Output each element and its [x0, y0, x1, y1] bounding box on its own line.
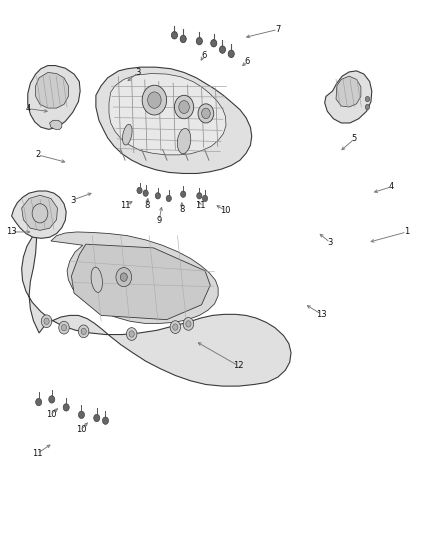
Circle shape	[137, 187, 142, 193]
Ellipse shape	[91, 267, 102, 293]
Text: 6: 6	[245, 57, 250, 66]
Circle shape	[211, 39, 217, 47]
Polygon shape	[35, 72, 68, 108]
Circle shape	[365, 96, 370, 102]
Polygon shape	[21, 230, 291, 386]
Circle shape	[228, 50, 234, 58]
Polygon shape	[96, 67, 252, 173]
Polygon shape	[325, 71, 372, 123]
Text: 1: 1	[404, 228, 410, 237]
Polygon shape	[12, 191, 66, 238]
Circle shape	[32, 204, 48, 223]
Text: 13: 13	[6, 228, 17, 237]
Circle shape	[127, 328, 137, 341]
Circle shape	[179, 101, 189, 114]
Circle shape	[170, 321, 180, 334]
Circle shape	[155, 192, 160, 199]
Text: 10: 10	[220, 206, 231, 215]
Text: 13: 13	[316, 310, 327, 319]
Text: 8: 8	[179, 205, 184, 214]
Circle shape	[180, 191, 186, 197]
Circle shape	[63, 403, 69, 411]
Circle shape	[173, 324, 178, 330]
Circle shape	[142, 85, 166, 115]
Circle shape	[183, 318, 194, 330]
Text: 11: 11	[195, 201, 205, 211]
Circle shape	[197, 192, 202, 199]
Circle shape	[365, 104, 370, 110]
Text: 10: 10	[76, 425, 87, 434]
Text: 8: 8	[144, 201, 150, 211]
Circle shape	[201, 108, 210, 119]
Text: 10: 10	[46, 410, 56, 419]
Text: 9: 9	[156, 216, 162, 225]
Circle shape	[49, 395, 55, 403]
Text: 11: 11	[120, 201, 131, 211]
Polygon shape	[109, 74, 226, 155]
Circle shape	[129, 331, 134, 337]
Circle shape	[94, 414, 100, 422]
Circle shape	[78, 411, 85, 418]
Ellipse shape	[123, 124, 132, 145]
Text: 11: 11	[32, 449, 42, 458]
Text: 5: 5	[352, 134, 357, 143]
Text: 7: 7	[275, 25, 281, 34]
Circle shape	[196, 37, 202, 45]
Circle shape	[61, 325, 67, 331]
Circle shape	[171, 31, 177, 39]
Polygon shape	[28, 66, 80, 130]
Circle shape	[81, 328, 86, 335]
Circle shape	[78, 325, 89, 338]
Circle shape	[219, 46, 226, 53]
Polygon shape	[71, 244, 210, 320]
Circle shape	[116, 268, 132, 287]
Circle shape	[198, 104, 214, 123]
Circle shape	[102, 417, 109, 424]
Circle shape	[44, 318, 49, 325]
Circle shape	[35, 398, 42, 406]
Ellipse shape	[177, 128, 191, 154]
Circle shape	[59, 321, 69, 334]
Text: 6: 6	[201, 51, 206, 60]
Circle shape	[120, 273, 127, 281]
Polygon shape	[336, 76, 361, 107]
Text: 2: 2	[35, 150, 40, 159]
Circle shape	[202, 195, 208, 201]
Polygon shape	[51, 232, 218, 324]
Circle shape	[186, 321, 191, 327]
Circle shape	[180, 35, 186, 43]
Circle shape	[166, 195, 171, 201]
Circle shape	[174, 95, 194, 119]
Polygon shape	[21, 195, 57, 230]
Text: 3: 3	[70, 196, 75, 205]
Text: 3: 3	[328, 238, 333, 247]
Polygon shape	[49, 120, 62, 130]
Circle shape	[143, 190, 148, 196]
Text: 4: 4	[25, 104, 31, 113]
Text: 12: 12	[233, 361, 244, 370]
Circle shape	[148, 92, 161, 108]
Circle shape	[41, 315, 52, 328]
Text: 4: 4	[389, 182, 394, 191]
Text: 3: 3	[135, 68, 141, 77]
